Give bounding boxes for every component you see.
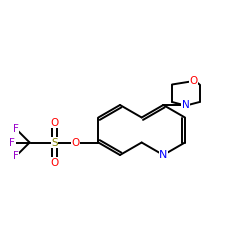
Text: F: F bbox=[13, 151, 19, 161]
Text: O: O bbox=[72, 138, 80, 147]
Text: F: F bbox=[13, 124, 19, 134]
Text: S: S bbox=[51, 138, 58, 147]
Text: O: O bbox=[189, 76, 198, 86]
Text: N: N bbox=[182, 100, 190, 110]
Text: O: O bbox=[50, 158, 59, 168]
Text: N: N bbox=[159, 150, 168, 160]
Text: O: O bbox=[50, 118, 59, 128]
Text: F: F bbox=[9, 138, 15, 147]
